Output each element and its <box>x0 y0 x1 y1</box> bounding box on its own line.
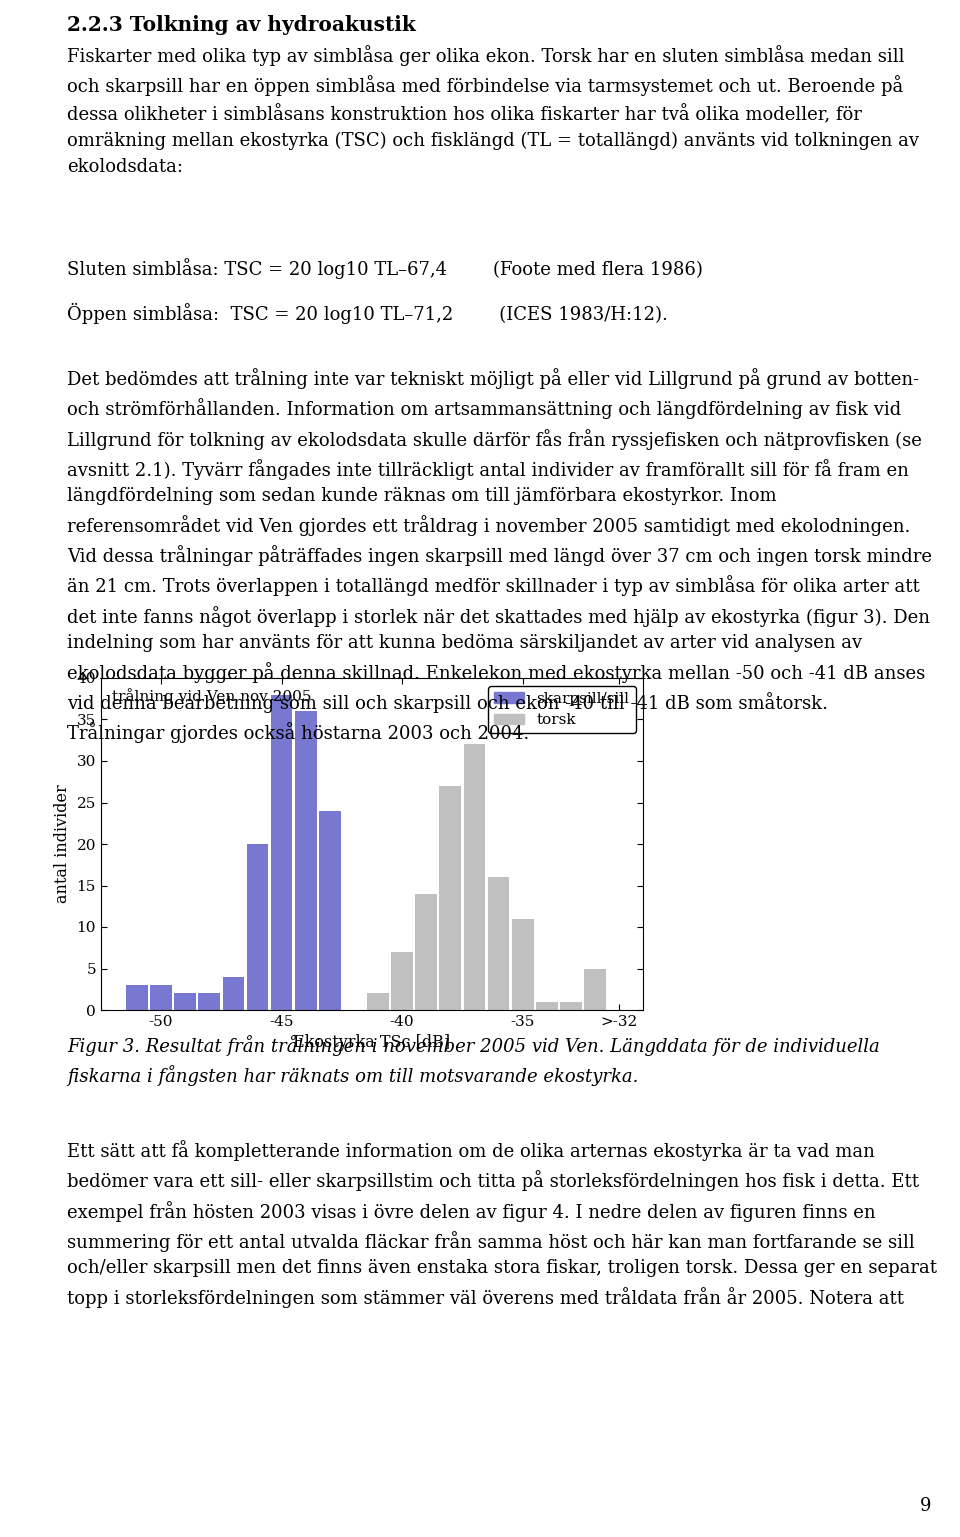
Bar <box>536 1002 558 1010</box>
Bar <box>512 919 534 1010</box>
Text: trålning vid Ven nov 2005: trålning vid Ven nov 2005 <box>111 689 311 704</box>
Text: Sluten simblåsa: TSC = 20 log10 TL–67,4        (Foote med flera 1986): Sluten simblåsa: TSC = 20 log10 TL–67,4 … <box>67 258 703 278</box>
Bar <box>175 993 196 1010</box>
Bar <box>295 712 317 1010</box>
Bar <box>150 985 172 1010</box>
X-axis label: Ekostyrka TSc [dB]: Ekostyrka TSc [dB] <box>294 1034 450 1051</box>
Bar <box>199 993 220 1010</box>
Y-axis label: antal individer: antal individer <box>54 784 71 904</box>
Bar <box>247 844 269 1010</box>
Text: 9: 9 <box>920 1497 931 1515</box>
Text: 2.2.3 Tolkning av hydroakustik: 2.2.3 Tolkning av hydroakustik <box>67 15 416 35</box>
Bar <box>464 744 486 1010</box>
Bar <box>488 878 510 1010</box>
Bar <box>126 985 148 1010</box>
Bar <box>392 951 413 1010</box>
Bar <box>271 695 293 1010</box>
Bar <box>319 812 341 1010</box>
Legend: skarpsill/sill, torsk: skarpsill/sill, torsk <box>488 686 636 733</box>
Text: Öppen simblåsa:  TSC = 20 log10 TL–71,2        (ICES 1983/H:12).: Öppen simblåsa: TSC = 20 log10 TL–71,2 (… <box>67 303 668 324</box>
Text: Det bedömdes att trålning inte var tekniskt möjligt på eller vid Lillgrund på gr: Det bedömdes att trålning inte var tekni… <box>67 367 932 742</box>
Bar <box>560 1002 582 1010</box>
Bar <box>440 785 461 1010</box>
Text: Fiskarter med olika typ av simblåsa ger olika ekon. Torsk har en sluten simblåsa: Fiskarter med olika typ av simblåsa ger … <box>67 45 920 177</box>
Text: Figur 3. Resultat från trålningen i november 2005 vid Ven. Längddata för de indi: Figur 3. Resultat från trålningen i nove… <box>67 1034 880 1087</box>
Text: Ett sätt att få kompletterande information om de olika arternas ekostyrka är ta : Ett sätt att få kompletterande informati… <box>67 1140 937 1308</box>
Bar <box>367 993 389 1010</box>
Bar <box>223 978 244 1010</box>
Bar <box>416 895 437 1010</box>
Bar <box>584 968 606 1010</box>
